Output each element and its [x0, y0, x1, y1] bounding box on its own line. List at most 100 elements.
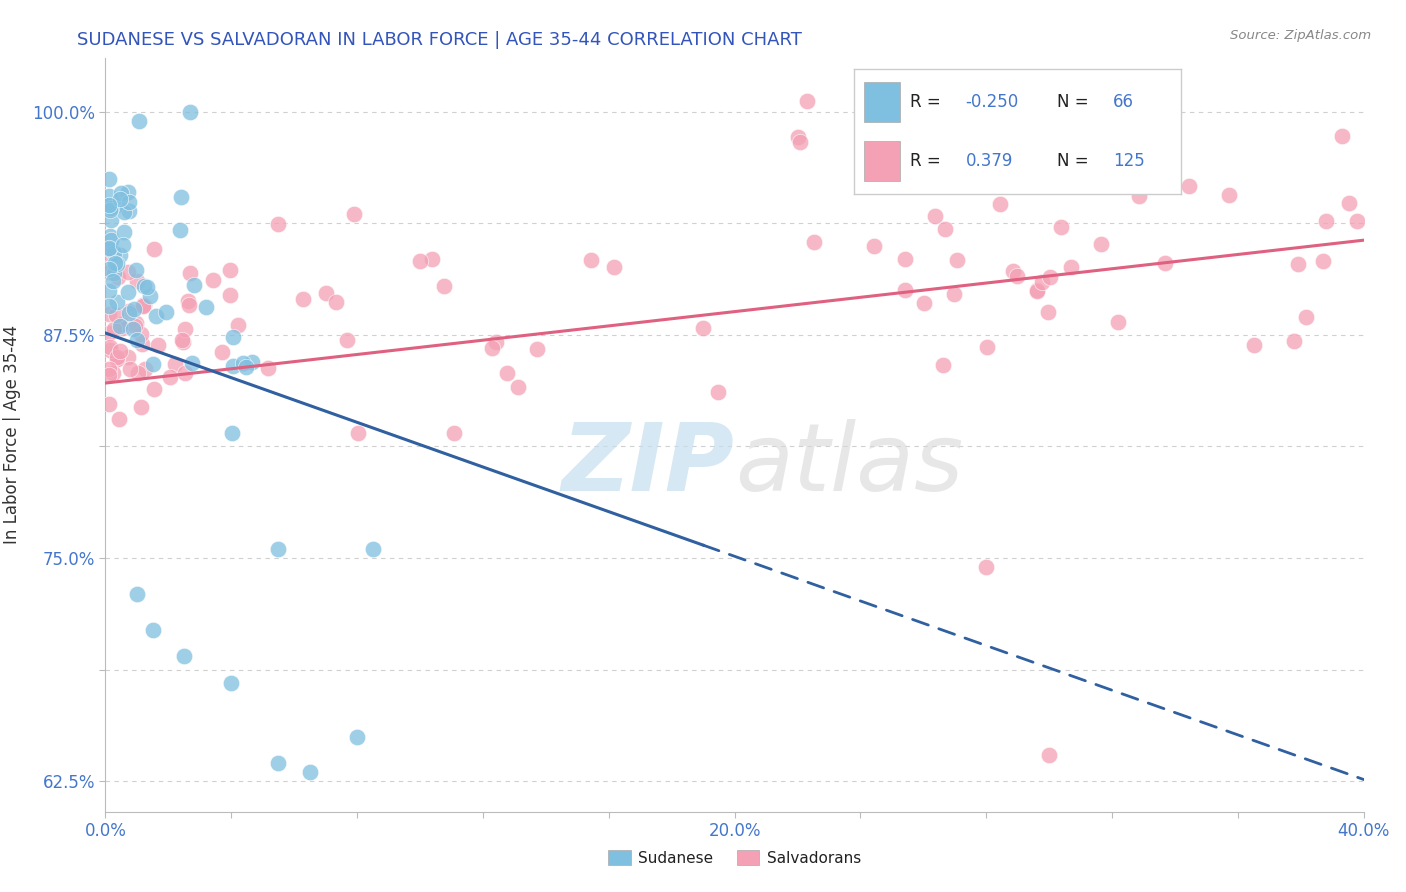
Point — [125, 317, 148, 331]
Point — [172, 334, 194, 349]
Point — [117, 350, 139, 364]
Point — [1346, 214, 1368, 228]
Point — [1039, 269, 1062, 284]
Point — [912, 296, 935, 310]
Point — [105, 257, 128, 271]
Point — [174, 366, 197, 380]
Point — [485, 334, 508, 349]
Point — [136, 279, 159, 293]
Point — [111, 321, 134, 335]
Point — [292, 292, 315, 306]
Point — [105, 351, 128, 365]
Point — [118, 304, 141, 318]
Point — [346, 730, 368, 744]
Point — [496, 366, 519, 380]
Point — [127, 334, 149, 348]
Point — [143, 243, 166, 257]
Point — [105, 295, 128, 310]
Point — [1339, 196, 1361, 211]
Point — [98, 228, 121, 243]
Point — [481, 341, 503, 355]
Point — [409, 253, 432, 268]
Point — [132, 299, 155, 313]
Point — [118, 195, 141, 210]
Point — [173, 649, 195, 664]
Point — [125, 274, 148, 288]
Point — [1036, 304, 1059, 318]
Point — [1128, 189, 1150, 203]
Point — [1315, 214, 1337, 228]
Point — [1154, 256, 1177, 270]
Point — [100, 233, 122, 247]
Point — [1005, 268, 1028, 283]
Point — [142, 623, 165, 637]
Point — [97, 284, 120, 298]
Point — [862, 239, 884, 253]
Point — [110, 319, 132, 334]
Point — [195, 300, 218, 314]
Point — [990, 196, 1012, 211]
Point — [924, 209, 946, 223]
Point — [893, 283, 915, 297]
Point — [1102, 142, 1125, 156]
Point — [976, 560, 998, 574]
Point — [100, 201, 122, 215]
Point — [163, 357, 186, 371]
Point — [132, 298, 155, 312]
Point — [267, 542, 290, 557]
Text: atlas: atlas — [734, 419, 963, 510]
Point — [132, 298, 155, 312]
Point — [433, 279, 456, 293]
Point — [108, 192, 131, 206]
Point — [1153, 145, 1175, 159]
Point — [124, 301, 146, 316]
Point — [145, 310, 167, 324]
Point — [98, 341, 121, 355]
Point — [506, 379, 529, 393]
Point — [1178, 179, 1201, 194]
Point — [108, 248, 131, 262]
Point — [443, 425, 465, 440]
Point — [110, 186, 132, 200]
Point — [97, 198, 120, 212]
Point — [131, 336, 153, 351]
Point — [97, 262, 120, 277]
Point — [1060, 260, 1083, 274]
Point — [1026, 283, 1049, 297]
Point — [97, 368, 120, 383]
Point — [1011, 167, 1033, 181]
Point — [1090, 237, 1112, 252]
Point — [943, 286, 966, 301]
Point — [222, 359, 245, 373]
Point — [183, 277, 205, 292]
Point — [97, 265, 120, 279]
Point — [1031, 275, 1053, 289]
Point — [222, 329, 245, 343]
Point — [134, 361, 156, 376]
Point — [325, 294, 347, 309]
Point — [128, 114, 150, 128]
Point — [105, 351, 128, 366]
Point — [934, 222, 956, 236]
Point — [142, 357, 165, 371]
Point — [1330, 128, 1353, 143]
Point — [97, 362, 120, 376]
Point — [122, 321, 145, 335]
Text: SUDANESE VS SALVADORAN IN LABOR FORCE | AGE 35-44 CORRELATION CHART: SUDANESE VS SALVADORAN IN LABOR FORCE | … — [77, 31, 803, 49]
Point — [1284, 334, 1306, 348]
Point — [707, 384, 730, 399]
Point — [103, 246, 125, 260]
Point — [155, 305, 177, 319]
Point — [219, 676, 242, 690]
Point — [112, 225, 135, 239]
Point — [170, 333, 193, 347]
Point — [98, 247, 121, 261]
Y-axis label: In Labor Force | Age 35-44: In Labor Force | Age 35-44 — [3, 326, 21, 544]
Point — [343, 207, 366, 221]
Point — [139, 289, 162, 303]
Point — [1002, 263, 1025, 277]
Point — [526, 342, 548, 356]
Point — [104, 256, 127, 270]
Point — [127, 366, 149, 380]
Point — [180, 356, 202, 370]
